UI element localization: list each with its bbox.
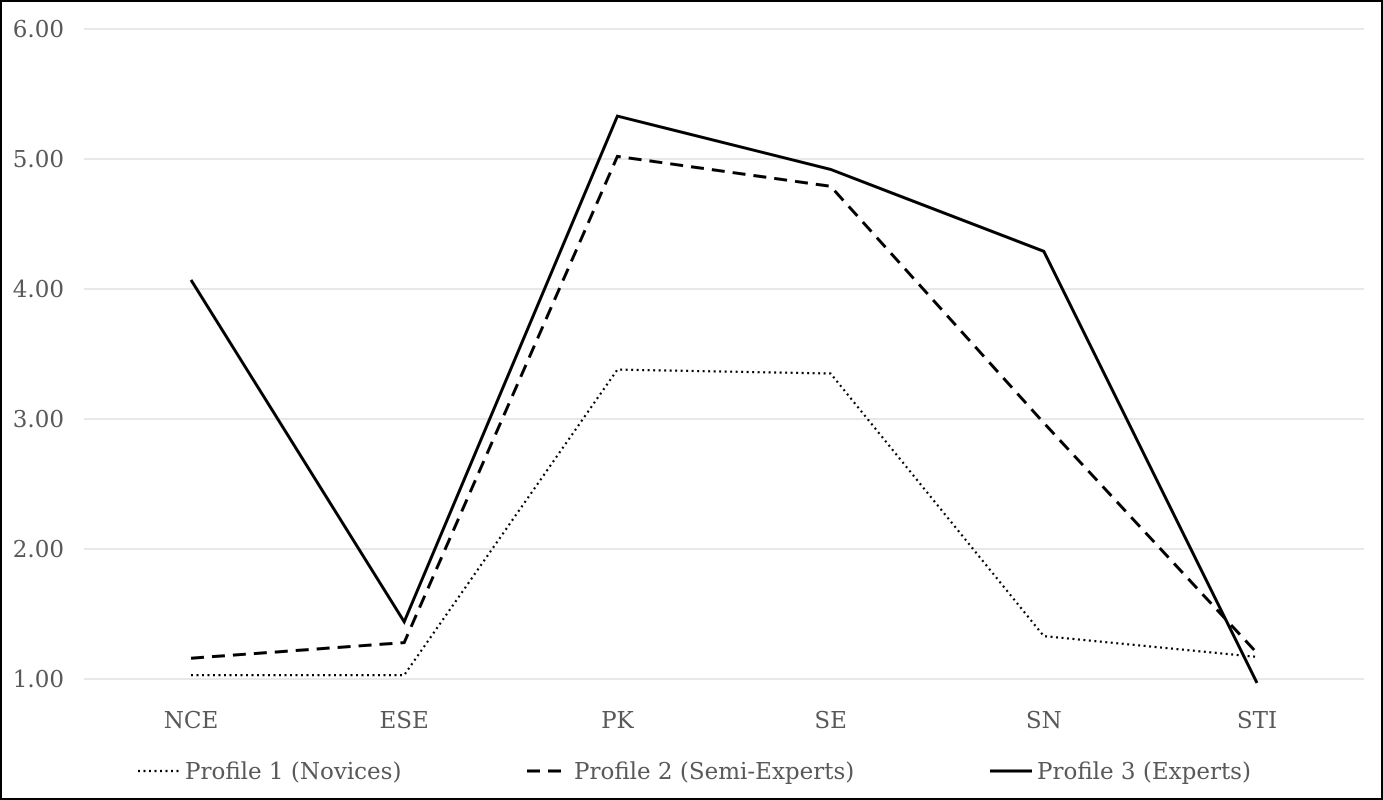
x-tick-label: SN (1026, 708, 1062, 734)
x-axis-tick-labels: NCE ESE PK SE SN STI (164, 708, 1277, 734)
legend-label-profile-2: Profile 2 (Semi-Experts) (574, 759, 854, 785)
series-line-profile-1 (191, 368, 1258, 677)
y-tick-label: 3.00 (13, 407, 64, 433)
series-line-profile-3 (189, 114, 1259, 684)
x-tick-label: SE (814, 708, 847, 734)
x-tick-label: ESE (380, 708, 429, 734)
x-tick-label: PK (601, 708, 634, 734)
series-lines (189, 114, 1259, 684)
y-axis-tick-labels: 1.00 2.00 3.00 4.00 5.00 6.00 (13, 17, 64, 693)
series-line-profile-2 (190, 154, 1259, 660)
legend-label-profile-3: Profile 3 (Experts) (1037, 759, 1251, 785)
y-tick-label: 1.00 (13, 667, 64, 693)
x-tick-label: NCE (164, 708, 219, 734)
legend-label-profile-1: Profile 1 (Novices) (185, 759, 401, 785)
y-tick-label: 5.00 (13, 147, 64, 173)
legend: Profile 1 (Novices) Profile 2 (Semi-Exper… (138, 759, 1251, 785)
y-tick-label: 2.00 (13, 537, 64, 563)
gridlines (84, 28, 1364, 680)
y-tick-label: 6.00 (13, 17, 64, 43)
x-tick-label: STI (1237, 708, 1277, 734)
y-tick-label: 4.00 (13, 277, 64, 303)
